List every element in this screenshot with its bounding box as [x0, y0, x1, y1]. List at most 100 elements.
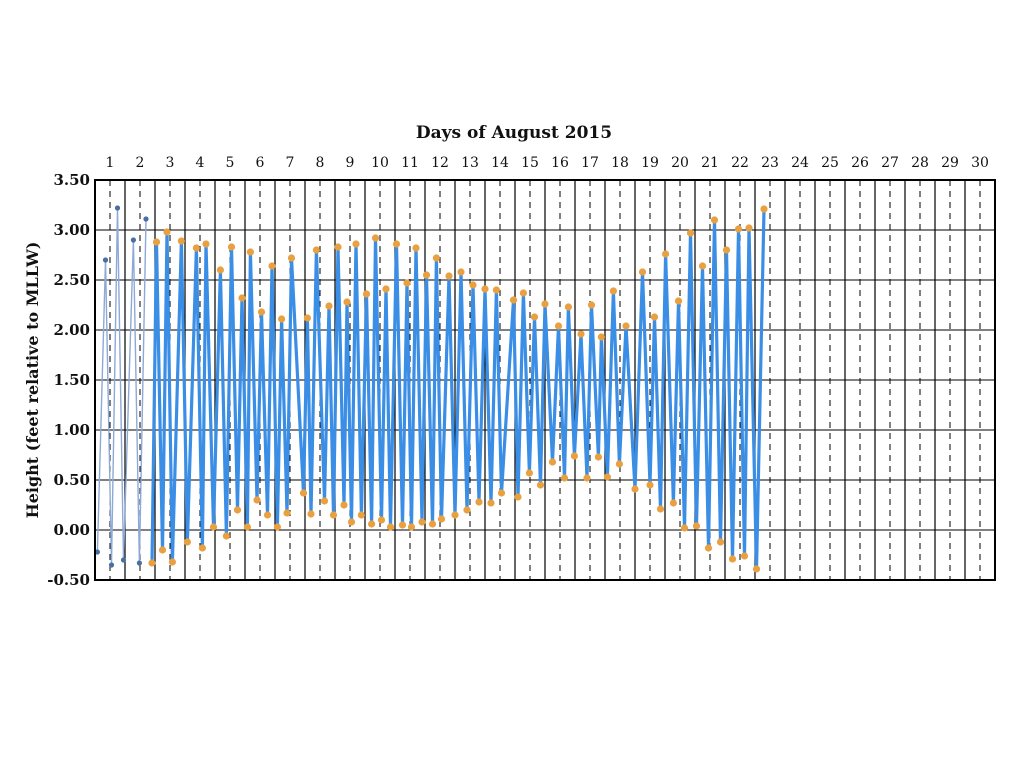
data-point — [570, 452, 579, 460]
day-label: 26 — [851, 155, 869, 171]
day-label: 8 — [316, 155, 325, 171]
data-point — [120, 557, 127, 563]
data-point — [583, 474, 591, 482]
day-label: 22 — [731, 155, 749, 171]
y-tick-label: 0.00 — [53, 521, 90, 539]
series-group — [94, 205, 768, 573]
data-point — [287, 254, 296, 262]
data-point — [745, 224, 753, 232]
data-point — [481, 285, 489, 293]
data-point — [246, 248, 254, 256]
series-line-0 — [96, 207, 147, 566]
day-label: 28 — [911, 155, 929, 171]
day-label: 18 — [611, 155, 629, 171]
data-point — [227, 243, 236, 251]
data-point — [307, 510, 315, 518]
data-point — [475, 498, 483, 506]
data-point — [587, 301, 596, 309]
data-point — [233, 506, 242, 514]
day-label: 14 — [491, 155, 509, 171]
data-point — [698, 262, 707, 270]
data-point — [463, 506, 471, 514]
data-point — [392, 240, 401, 248]
data-point — [148, 559, 156, 567]
data-point — [514, 493, 522, 501]
data-point — [622, 322, 630, 330]
data-point — [343, 298, 351, 306]
data-point — [407, 523, 416, 531]
data-point — [519, 289, 528, 297]
data-point — [382, 285, 390, 293]
data-point — [722, 246, 731, 254]
data-point — [325, 302, 333, 310]
day-label: 7 — [286, 155, 295, 171]
data-point — [268, 262, 276, 270]
day-label: 21 — [701, 155, 719, 171]
data-point — [422, 271, 431, 279]
data-point — [377, 516, 386, 524]
day-label: 1 — [106, 155, 115, 171]
y-tick-label: -0.50 — [47, 571, 90, 589]
data-point — [437, 515, 446, 523]
data-point — [487, 499, 495, 507]
y-axis-ticks: 3.50 3.00 2.50 2.00 1.50 1.00 0.50 0.00 -0.50 — [47, 171, 90, 589]
y-tick-label: 0.50 — [53, 471, 90, 489]
data-point — [320, 497, 329, 505]
data-point — [371, 234, 380, 242]
data-point — [340, 501, 348, 509]
data-point — [352, 240, 360, 248]
data-point — [631, 485, 639, 493]
data-point — [740, 552, 749, 560]
day-label: 20 — [671, 155, 689, 171]
y-axis-label: Height (feet relative to MLLW) — [23, 242, 42, 519]
data-point — [412, 244, 420, 252]
data-point — [646, 481, 654, 489]
data-point — [283, 509, 291, 517]
data-point — [368, 520, 376, 528]
y-tick-label: 1.00 — [53, 421, 90, 439]
data-point — [102, 257, 109, 263]
day-label: 11 — [401, 155, 419, 171]
data-point — [686, 229, 695, 237]
data-point — [536, 481, 545, 489]
day-label: 25 — [821, 155, 839, 171]
data-point — [716, 538, 725, 546]
data-point — [334, 243, 342, 251]
data-point — [669, 499, 678, 507]
data-point — [554, 322, 563, 330]
data-point — [238, 294, 246, 302]
chart-title: Days of August 2015 — [416, 123, 612, 143]
data-point — [656, 505, 665, 513]
data-point — [577, 330, 585, 338]
data-point — [243, 523, 251, 531]
data-point — [177, 237, 185, 245]
y-tick-label: 1.50 — [53, 371, 90, 389]
data-point — [253, 496, 261, 504]
data-point — [541, 300, 549, 308]
data-point — [638, 268, 647, 276]
data-point — [457, 268, 465, 276]
day-label: 13 — [461, 155, 479, 171]
data-point — [560, 474, 569, 482]
data-point — [710, 216, 719, 224]
day-label: 5 — [226, 155, 235, 171]
data-point — [278, 315, 286, 323]
data-point — [198, 544, 206, 552]
data-point — [168, 558, 176, 566]
day-label: 30 — [971, 155, 989, 171]
data-point — [692, 522, 701, 530]
y-tick-label: 2.00 — [53, 321, 90, 339]
data-point — [163, 228, 171, 236]
data-point — [497, 489, 506, 497]
data-point — [428, 520, 437, 528]
data-point — [303, 314, 311, 322]
day-labels: 1 2 3 4 5 6 7 8 9 10 11 12 13 14 15 16 17 18 19 20 21 22 23 24 2… — [106, 155, 989, 171]
day-label: 9 — [346, 155, 355, 171]
day-label: 23 — [761, 155, 779, 171]
data-point — [216, 266, 224, 274]
data-point — [108, 562, 115, 568]
series-line-1 — [150, 208, 766, 571]
data-point — [114, 205, 121, 211]
day-label: 29 — [941, 155, 959, 171]
data-point — [728, 555, 737, 563]
